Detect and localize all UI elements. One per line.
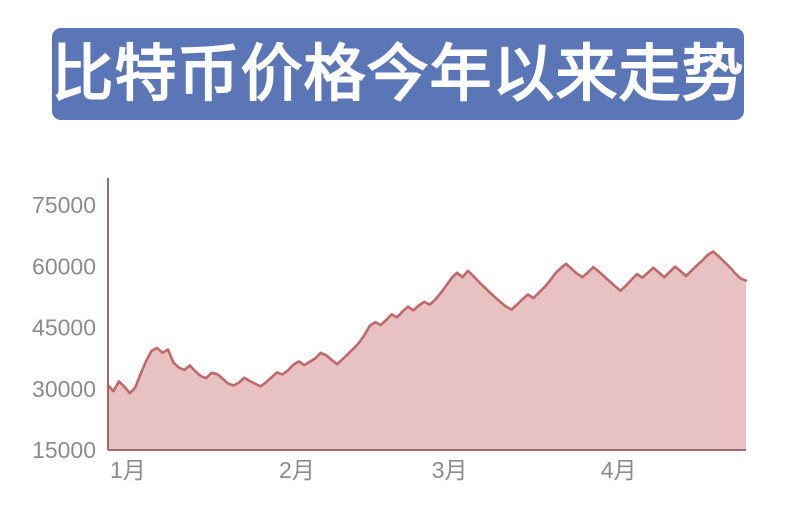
- x-tick-label: 4月: [601, 457, 637, 483]
- bitcoin-price-area-chart: 15000 30000 45000 60000 75000 1月 2月 3月 4月: [0, 150, 800, 515]
- price-line: [106, 250, 748, 395]
- y-tick-label: 45000: [32, 315, 96, 341]
- y-tick-label: 30000: [32, 376, 96, 402]
- y-tick-label: 60000: [32, 253, 96, 279]
- y-tick-label: 75000: [32, 192, 96, 218]
- x-tick-label: 1月: [110, 457, 146, 483]
- price-area-fill: [108, 251, 746, 450]
- x-axis-tick-labels: 1月 2月 3月 4月: [110, 457, 637, 483]
- y-tick-label: 15000: [32, 437, 96, 463]
- chart-svg: 15000 30000 45000 60000 75000 1月 2月 3月 4月: [32, 178, 748, 483]
- y-axis-tick-labels: 15000 30000 45000 60000 75000: [32, 192, 96, 463]
- x-tick-label: 3月: [432, 457, 468, 483]
- title-banner: 比特币价格今年以来走势: [52, 28, 744, 120]
- x-tick-label: 2月: [279, 457, 315, 483]
- page-title: 比特币价格今年以来走势: [51, 37, 745, 110]
